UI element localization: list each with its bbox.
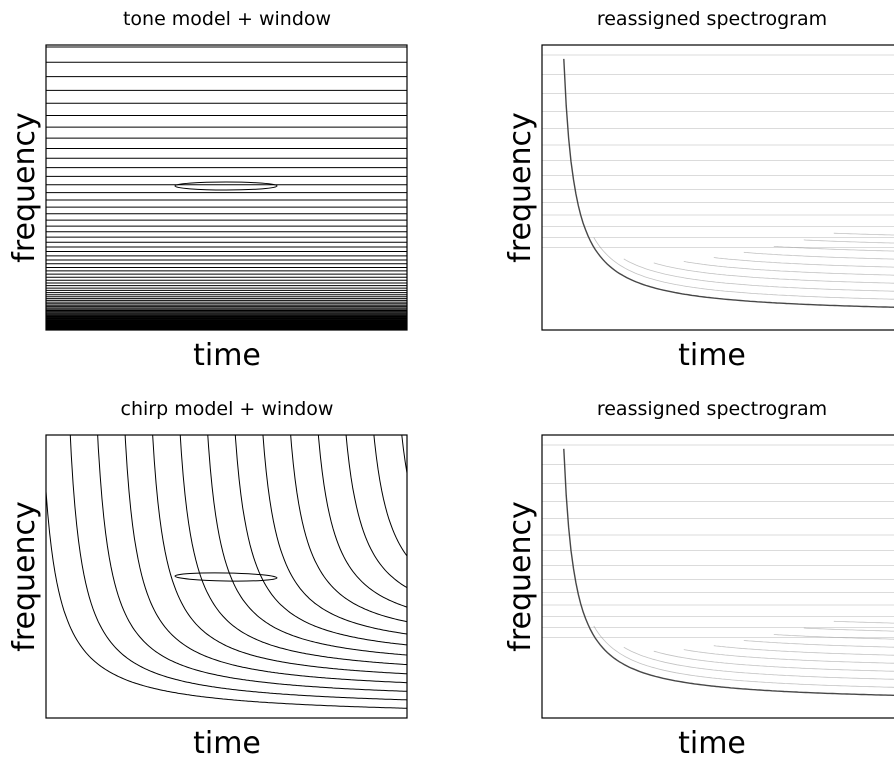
reassigned-ridge	[713, 645, 894, 656]
chirp-curve	[124, 435, 407, 684]
chirp-curve	[345, 435, 407, 589]
chirp-curve	[290, 435, 407, 623]
plot-frame	[45, 44, 408, 331]
reassigned-ridge	[563, 58, 894, 308]
chirp-curve	[69, 435, 407, 701]
y-axis-label: frequency	[7, 112, 42, 262]
reassigned-ridge	[773, 634, 894, 640]
x-axis-label: time	[678, 726, 746, 761]
chirp-curve	[152, 435, 407, 675]
reassigned-ridge	[743, 251, 894, 260]
chirp-curve	[262, 435, 407, 635]
reassigned-ridge	[833, 620, 894, 624]
plot-area	[46, 435, 407, 709]
x-axis-label: time	[193, 338, 261, 373]
chirp-curve	[179, 435, 407, 666]
plot-frame	[541, 434, 894, 719]
reassigned-ridge	[653, 262, 894, 284]
panel-title: chirp model + window	[121, 398, 334, 420]
reassigned-ridge	[833, 232, 894, 236]
chirp-curve	[234, 435, 407, 646]
reassigned-ridge	[713, 257, 894, 268]
reassigned-ridge	[683, 261, 894, 276]
plot-frame	[541, 44, 894, 331]
reassigned-ridge	[773, 246, 894, 252]
reassigned-ridge	[743, 640, 894, 648]
panel-title: tone model + window	[123, 8, 331, 30]
y-axis-label: frequency	[503, 501, 538, 651]
tone-base	[46, 320, 407, 330]
reassigned-ridge	[653, 650, 894, 672]
plot-area	[542, 54, 894, 308]
panel-title: reassigned spectrogram	[597, 8, 827, 30]
reassigned-ridge	[683, 649, 894, 664]
y-axis-label: frequency	[503, 112, 538, 262]
reassigned-ridge	[593, 237, 894, 300]
reassigned-ridge	[593, 625, 894, 688]
reassigned-ridge	[563, 448, 894, 697]
x-axis-label: time	[193, 726, 261, 761]
y-axis-label: frequency	[7, 501, 42, 651]
window	[174, 572, 278, 582]
reassigned-ridge	[803, 239, 894, 244]
chirp-curve	[401, 435, 407, 474]
window	[174, 181, 278, 191]
reassigned-ridge	[623, 258, 894, 292]
x-axis-label: time	[678, 338, 746, 373]
plot-area	[542, 444, 894, 697]
chirp-curve	[373, 435, 407, 557]
chirp-curve	[207, 435, 407, 656]
reassigned-ridge	[623, 646, 894, 680]
panel-title: reassigned spectrogram	[597, 398, 827, 420]
chirp-curve	[97, 435, 407, 692]
chirp-curve	[46, 491, 407, 709]
reassigned-ridge	[803, 627, 894, 632]
chirp-curve	[317, 435, 407, 608]
plot-frame	[45, 434, 408, 719]
plot-area	[46, 46, 407, 330]
